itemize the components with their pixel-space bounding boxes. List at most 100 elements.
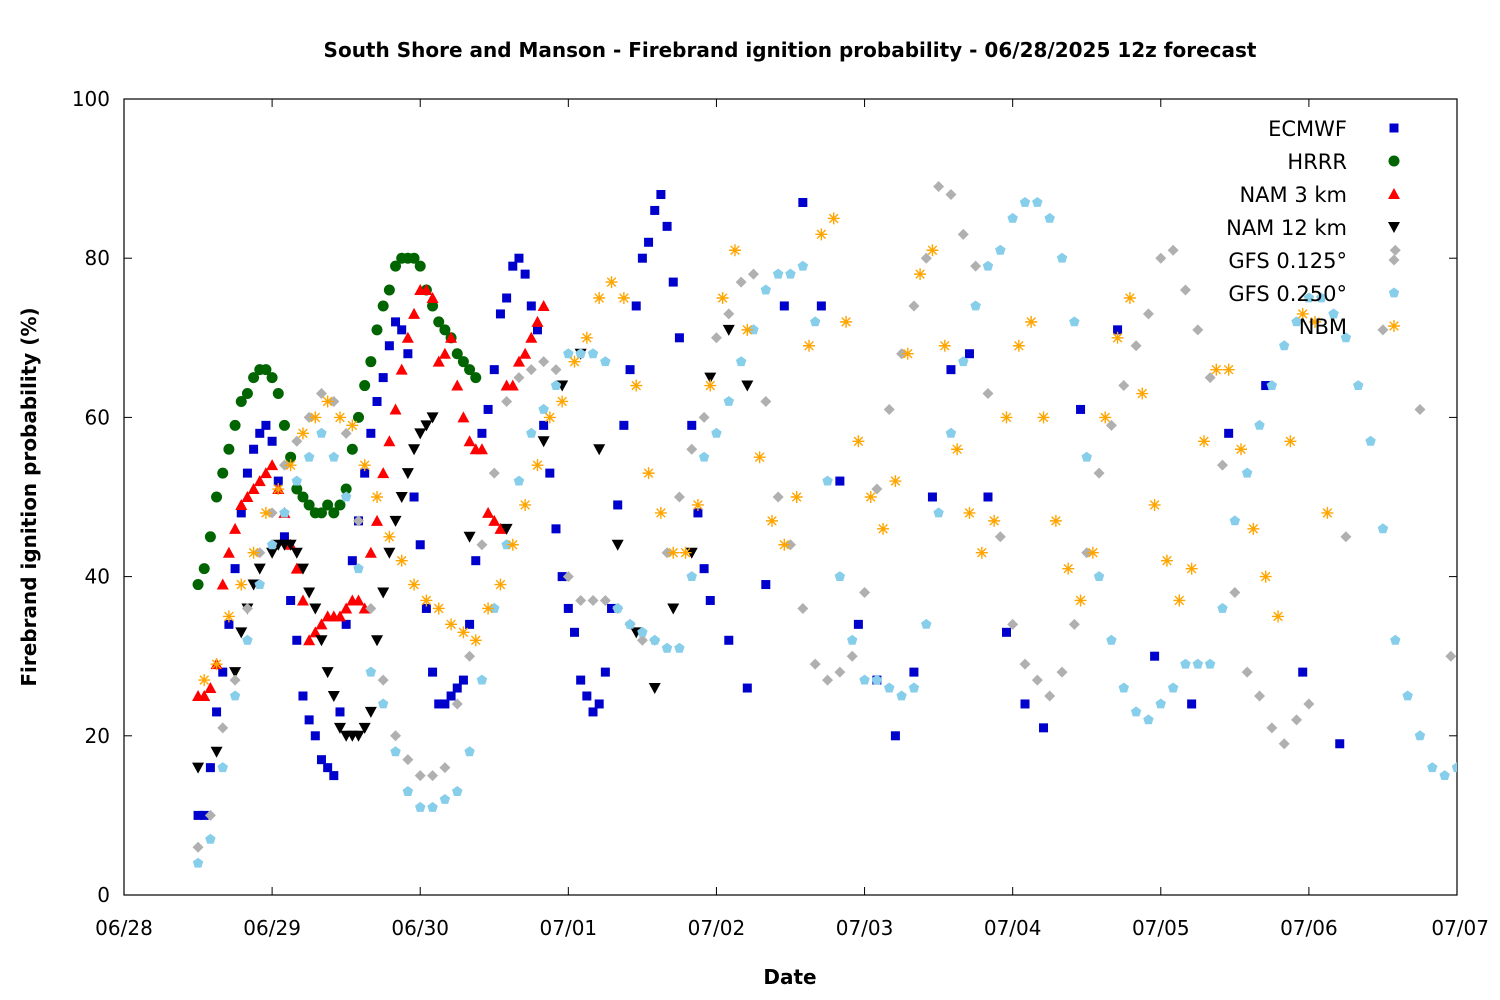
data-point bbox=[550, 380, 562, 390]
data-point bbox=[648, 683, 661, 695]
data-point bbox=[229, 419, 241, 431]
data-point bbox=[525, 331, 538, 343]
data-point bbox=[1414, 403, 1426, 415]
data-point bbox=[575, 348, 586, 359]
data-point bbox=[352, 730, 365, 742]
data-point bbox=[309, 411, 322, 424]
data-point bbox=[600, 356, 611, 367]
data-point bbox=[1340, 332, 1352, 343]
x-axis-label: Date bbox=[763, 965, 816, 989]
data-point bbox=[526, 301, 536, 311]
y-tick-label: 80 bbox=[85, 246, 110, 270]
data-point bbox=[259, 467, 272, 479]
data-point bbox=[988, 514, 1001, 527]
data-point bbox=[290, 547, 303, 559]
data-point bbox=[500, 523, 513, 535]
axes bbox=[123, 98, 1458, 896]
data-point bbox=[204, 809, 216, 821]
data-point bbox=[741, 323, 754, 336]
data-point bbox=[470, 372, 482, 384]
data-point bbox=[235, 395, 247, 407]
data-point bbox=[1105, 419, 1117, 431]
data-point bbox=[840, 315, 853, 328]
data-point bbox=[458, 675, 468, 685]
legend-label: NAM 3 km bbox=[1239, 183, 1347, 207]
data-point bbox=[377, 674, 389, 686]
x-tick-label: 07/02 bbox=[688, 916, 746, 940]
data-point bbox=[266, 547, 279, 559]
data-point bbox=[321, 395, 334, 408]
data-point bbox=[611, 539, 624, 551]
data-point bbox=[434, 699, 444, 709]
data-point bbox=[1402, 690, 1413, 701]
data-point bbox=[909, 667, 919, 677]
data-point bbox=[809, 658, 821, 670]
data-point bbox=[464, 746, 475, 757]
data-point bbox=[816, 301, 826, 311]
data-point bbox=[321, 667, 334, 679]
data-point bbox=[563, 603, 573, 613]
data-point bbox=[315, 388, 327, 400]
data-point bbox=[1056, 666, 1068, 678]
x-tick-label: 07/07 bbox=[1431, 916, 1489, 940]
data-point bbox=[951, 443, 964, 456]
data-point bbox=[835, 476, 845, 486]
data-point bbox=[600, 667, 610, 677]
data-point bbox=[390, 260, 402, 272]
data-point bbox=[580, 331, 593, 344]
data-point bbox=[723, 396, 734, 406]
data-point bbox=[723, 308, 735, 320]
data-point bbox=[291, 475, 302, 486]
data-point bbox=[1296, 307, 1309, 320]
data-point bbox=[889, 475, 902, 488]
data-point bbox=[198, 690, 211, 701]
data-point bbox=[205, 833, 216, 844]
data-point bbox=[377, 467, 390, 479]
data-point bbox=[631, 301, 641, 311]
data-point bbox=[1235, 443, 1247, 456]
data-point bbox=[372, 396, 382, 406]
data-point bbox=[198, 563, 210, 575]
data-point bbox=[834, 666, 846, 678]
data-point bbox=[693, 508, 703, 518]
data-point bbox=[303, 499, 315, 511]
data-point bbox=[272, 483, 285, 496]
data-point bbox=[495, 309, 505, 319]
data-point bbox=[1123, 292, 1136, 304]
data-point bbox=[210, 658, 223, 671]
data-point bbox=[1309, 315, 1322, 328]
data-point bbox=[359, 380, 371, 392]
data-point bbox=[877, 522, 890, 535]
data-point bbox=[334, 499, 346, 511]
data-point bbox=[352, 594, 365, 606]
data-point bbox=[488, 467, 500, 479]
data-point bbox=[279, 532, 289, 542]
data-point bbox=[1031, 674, 1043, 686]
data-point bbox=[1039, 723, 1049, 733]
data-point bbox=[921, 618, 932, 629]
data-point bbox=[612, 602, 623, 613]
series-hrrr bbox=[192, 252, 482, 591]
data-point bbox=[1335, 739, 1345, 749]
data-point bbox=[871, 674, 883, 685]
data-point bbox=[340, 491, 352, 502]
data-point bbox=[395, 492, 408, 503]
data-point bbox=[395, 554, 408, 567]
data-point bbox=[1185, 562, 1198, 575]
data-point bbox=[798, 197, 808, 207]
data-point bbox=[353, 563, 364, 574]
data-point bbox=[365, 666, 377, 677]
data-point bbox=[284, 539, 297, 551]
data-point bbox=[315, 618, 328, 630]
data-point bbox=[1259, 570, 1272, 583]
data-point bbox=[649, 634, 660, 645]
data-point bbox=[1093, 571, 1105, 581]
data-point bbox=[364, 706, 377, 718]
data-point bbox=[1278, 738, 1290, 750]
data-point bbox=[446, 691, 456, 701]
data-point bbox=[1099, 411, 1112, 424]
data-point bbox=[477, 428, 487, 438]
data-point bbox=[1192, 324, 1204, 336]
data-point bbox=[575, 594, 587, 606]
data-point bbox=[290, 562, 303, 574]
